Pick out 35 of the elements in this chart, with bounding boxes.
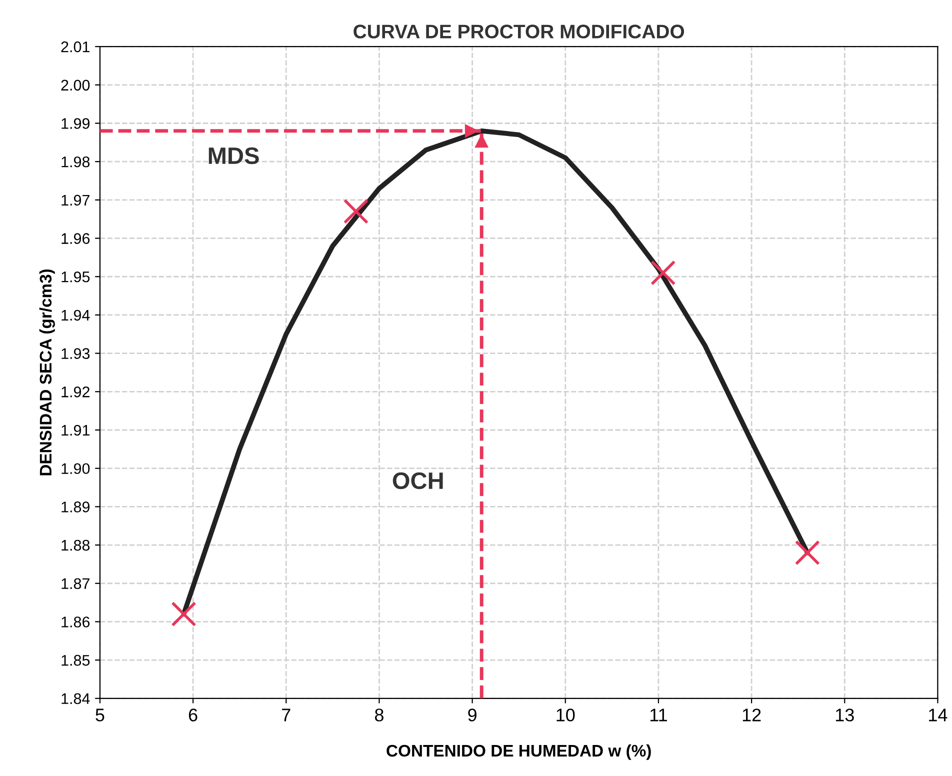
y-tick-label: 1.97 bbox=[62, 194, 90, 206]
ref-line-label: MDS bbox=[208, 147, 259, 164]
y-tick-label: 1.91 bbox=[62, 424, 90, 436]
y-axis-title: DENSIDAD SECA (gr/cm3) bbox=[39, 269, 55, 476]
y-tick-label: 1.84 bbox=[62, 693, 90, 704]
chart-title: CURVA DE PROCTOR MODIFICADO bbox=[354, 24, 684, 38]
y-tick-label: 1.93 bbox=[62, 348, 90, 359]
x-tick-label: 8 bbox=[374, 708, 384, 722]
y-tick-label: 2.01 bbox=[61, 41, 90, 52]
y-tick-label: 1.85 bbox=[62, 654, 90, 666]
y-tick-label: 1.99 bbox=[62, 118, 90, 129]
y-tick-label: 1.96 bbox=[62, 233, 90, 244]
y-tick-label: 1.94 bbox=[62, 310, 90, 321]
y-tick-label: 1.89 bbox=[62, 502, 90, 512]
x-tick-label: 11 bbox=[650, 708, 667, 722]
y-tick-label: 1.92 bbox=[62, 386, 90, 398]
y-tick-label: 1.95 bbox=[62, 271, 90, 282]
x-tick-label: 10 bbox=[556, 708, 575, 722]
x-tick-label: 5 bbox=[96, 708, 104, 722]
x-tick-label: 13 bbox=[836, 708, 854, 722]
x-tick-label: 12 bbox=[742, 708, 761, 722]
ref-line-label: OCH bbox=[392, 472, 443, 490]
point bbox=[650, 260, 676, 286]
y-tick-label: 1.98 bbox=[62, 156, 90, 168]
x-axis-title: CONTENIDO DE HUMEDAD w (%) bbox=[386, 744, 651, 760]
x-tick-label: 9 bbox=[468, 708, 476, 722]
y-tick-label: 1.90 bbox=[62, 463, 90, 474]
x-tick-label: 7 bbox=[282, 708, 290, 722]
x-tick-label: 14 bbox=[929, 708, 948, 722]
y-tick-label: 1.88 bbox=[62, 540, 90, 551]
y-tick-label: 1.87 bbox=[62, 578, 90, 590]
point bbox=[343, 198, 369, 224]
x-tick-label: 6 bbox=[188, 708, 198, 722]
y-tick-label: 1.86 bbox=[62, 616, 90, 628]
y-tick-label: 2.00 bbox=[61, 80, 90, 91]
